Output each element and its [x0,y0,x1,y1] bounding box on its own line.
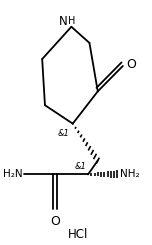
Text: H₂N: H₂N [3,169,23,179]
Text: &1: &1 [75,162,87,171]
Text: HCl: HCl [68,228,88,241]
Text: O: O [126,58,136,71]
Text: NH₂: NH₂ [120,169,140,179]
Text: &1: &1 [58,129,70,138]
Text: O: O [50,215,60,228]
Text: N: N [59,15,68,28]
Text: H: H [68,16,75,26]
